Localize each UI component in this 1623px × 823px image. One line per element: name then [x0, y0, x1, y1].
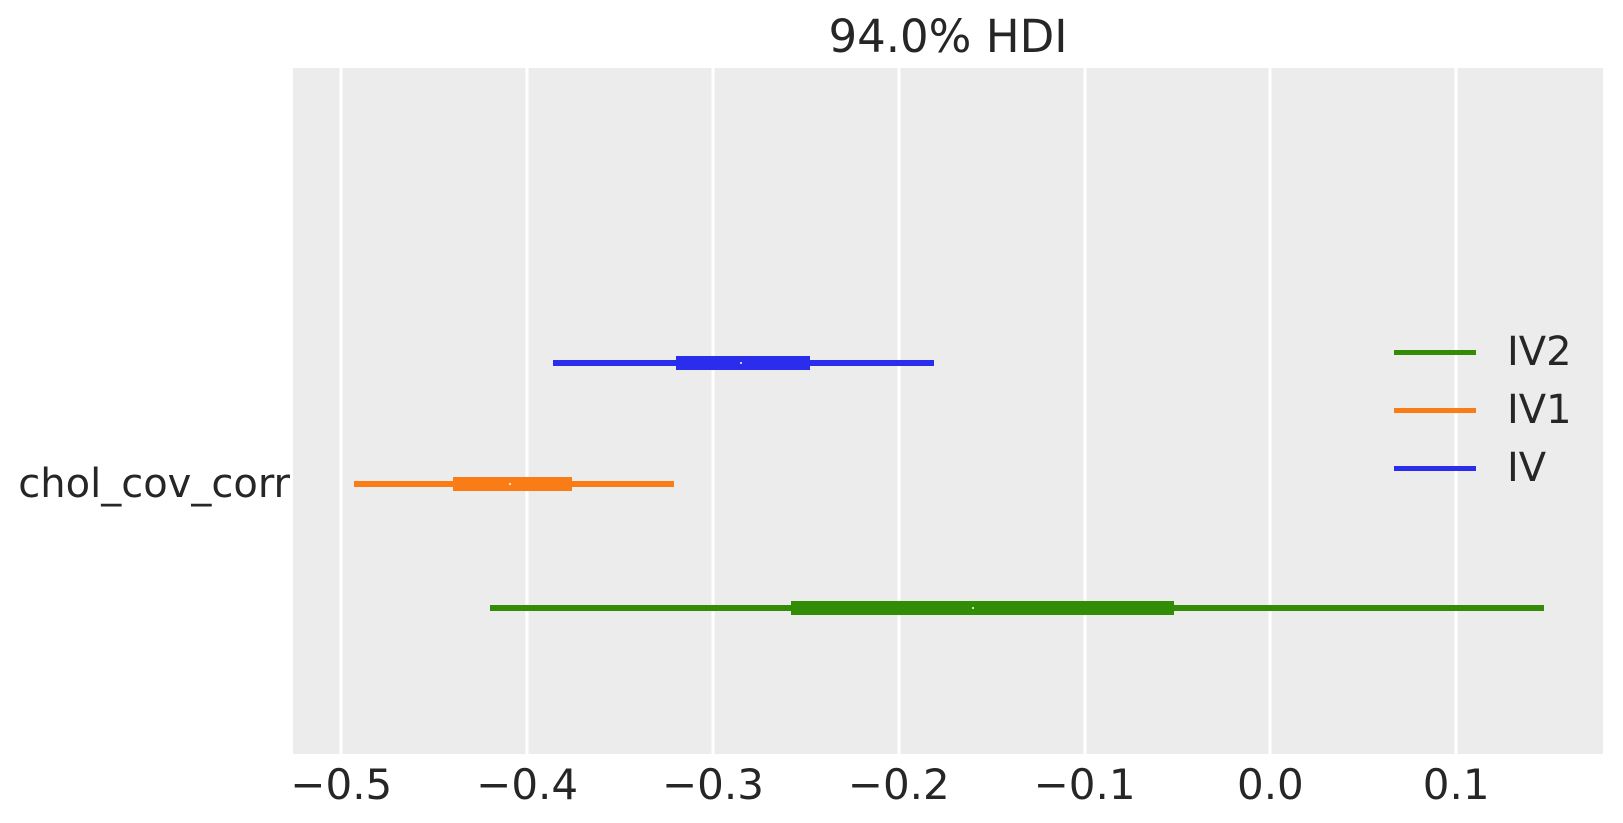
- gridline: [897, 68, 901, 754]
- legend: IV2 IV1 IV: [1394, 323, 1572, 497]
- median-dot-iv2: [967, 601, 980, 614]
- x-axis-tick-labels: −0.5 −0.4 −0.3 −0.2 −0.1 0.0 0.1: [290, 760, 1603, 816]
- median-dot-iv: [734, 356, 747, 369]
- plot-area: IV2 IV1 IV: [293, 68, 1603, 754]
- x-tick-label: −0.2: [847, 760, 950, 809]
- legend-line-swatch: [1394, 349, 1476, 355]
- legend-label: IV1: [1507, 387, 1572, 433]
- x-tick-label: 0.0: [1236, 760, 1304, 809]
- gridline: [339, 68, 343, 754]
- x-tick-label: −0.1: [1033, 760, 1136, 809]
- legend-item-iv1: IV1: [1394, 381, 1572, 439]
- median-dot-iv1: [504, 478, 517, 491]
- x-tick-label: −0.5: [290, 760, 393, 809]
- y-axis-label: chol_cov_corr: [18, 461, 290, 507]
- gridline: [1083, 68, 1087, 754]
- legend-line-swatch: [1394, 407, 1476, 413]
- legend-label: IV2: [1507, 329, 1572, 375]
- plot-title: 94.0% HDI: [828, 10, 1068, 63]
- x-tick-label: −0.3: [661, 760, 764, 809]
- x-tick-label: 0.1: [1422, 760, 1490, 809]
- x-tick-label: −0.4: [476, 760, 579, 809]
- gridline: [711, 68, 715, 754]
- gridline: [525, 68, 529, 754]
- quartile-line-iv2: [790, 600, 1174, 615]
- legend-item-iv: IV: [1394, 439, 1572, 497]
- legend-line-swatch: [1394, 465, 1476, 471]
- gridline: [1268, 68, 1272, 754]
- legend-item-iv2: IV2: [1394, 323, 1572, 381]
- legend-label: IV: [1507, 445, 1547, 491]
